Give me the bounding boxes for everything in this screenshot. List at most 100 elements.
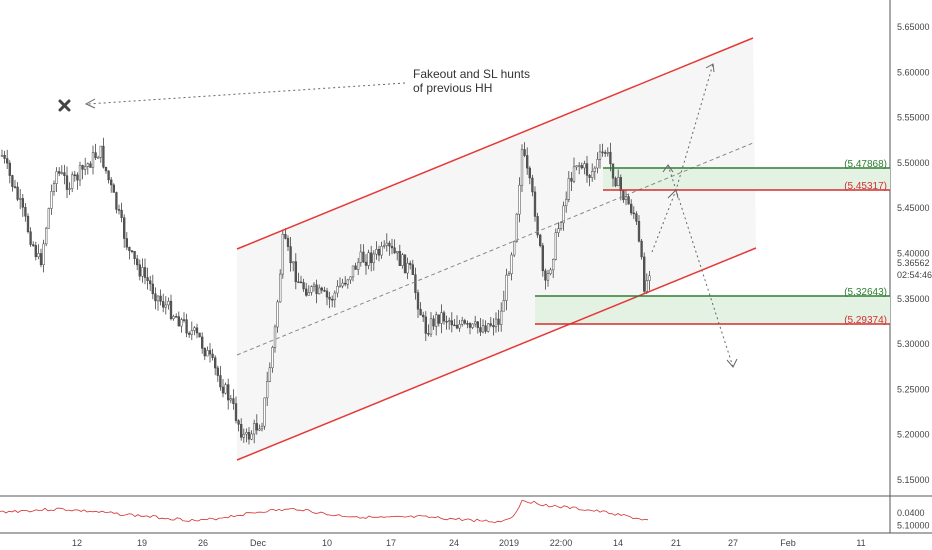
candle-body (115, 192, 118, 210)
candle-body (201, 336, 204, 349)
candle-body (645, 280, 648, 292)
candle-body (458, 324, 461, 329)
candle-body (336, 285, 339, 294)
last-price-label: 5.36562 (897, 258, 930, 268)
candle-body (24, 207, 27, 217)
candle-body (359, 251, 362, 263)
candle-body (156, 295, 160, 302)
annotation-line-1: Fakeout and SL hunts (413, 67, 530, 81)
candle-body (354, 265, 357, 270)
candle-body (364, 261, 368, 266)
channel-upper-line[interactable] (236, 37, 754, 250)
candle-body (442, 312, 446, 322)
candle-body (141, 267, 144, 277)
candle-body (593, 167, 596, 172)
candle-body (583, 163, 586, 169)
candle-body (588, 175, 591, 178)
candle-body (76, 174, 79, 181)
candle-body (130, 250, 134, 252)
candle-body (138, 264, 141, 277)
candle-body (219, 375, 222, 388)
candle-body (169, 300, 173, 320)
candle-body (276, 301, 279, 328)
candle-body (182, 319, 186, 321)
candle-body (461, 320, 464, 325)
price-tick-label: 5.60000 (897, 67, 930, 77)
candle-body (541, 245, 544, 272)
time-tick-label: 11 (856, 538, 865, 548)
candle-body (13, 186, 17, 188)
annotation-arrowhead (84, 98, 96, 109)
price-tick-label: 5.10000 (897, 520, 930, 530)
candle-body (502, 300, 505, 312)
candle-body (29, 231, 32, 245)
candle-body (479, 327, 482, 333)
price-tick-label: 5.35000 (897, 294, 930, 304)
time-tick-label: 26 (198, 538, 208, 548)
candle-body (406, 262, 409, 274)
time-tick-label: 14 (613, 538, 623, 548)
candle-body (318, 287, 321, 295)
candle-body (606, 151, 609, 154)
time-tick-label: 24 (449, 538, 459, 548)
candle-body (151, 283, 154, 295)
candle-body (539, 234, 542, 246)
candle-body (133, 251, 136, 259)
time-tick-label: 21 (671, 538, 681, 548)
candle-body (71, 174, 74, 189)
candle-body (549, 269, 552, 275)
candle-body (497, 318, 500, 325)
candle-body (255, 423, 258, 431)
candle-body (333, 292, 336, 301)
candle-body (554, 232, 557, 260)
candle-body (396, 251, 399, 254)
candle-body (544, 270, 547, 281)
price-tick-label: 5.20000 (897, 430, 930, 440)
candle-body (128, 247, 131, 251)
candle-body (63, 172, 66, 176)
candle-body (294, 261, 297, 283)
candle-body (242, 433, 245, 438)
candle-body (247, 432, 251, 440)
candle-body (536, 216, 539, 236)
candle-body (81, 165, 84, 170)
candle-body (429, 318, 433, 335)
time-tick-label: 27 (728, 538, 738, 548)
candle-body (260, 425, 264, 430)
channel-lower-line[interactable] (236, 247, 757, 461)
candle-body (383, 245, 386, 247)
candle-body (565, 199, 568, 206)
candle-body (513, 241, 516, 256)
candle-body (500, 310, 503, 325)
candle-body (37, 253, 40, 258)
candle-body (398, 251, 401, 266)
candle-body (393, 247, 396, 254)
time-tick-label: 2019 (499, 538, 519, 548)
level-label-4: (5.29374) (844, 315, 887, 326)
candle-body (453, 324, 456, 327)
candle-body (289, 246, 292, 264)
candle-body (344, 282, 347, 285)
candle-body (424, 316, 427, 334)
candle-body (149, 280, 152, 285)
candle-body (6, 158, 9, 164)
candle-body (125, 238, 128, 248)
candle-body (507, 273, 511, 276)
candle-body (578, 165, 581, 167)
price-tick-label: 5.40000 (897, 249, 930, 259)
candle-body (609, 151, 612, 165)
candle-body (533, 191, 537, 217)
candle-body (120, 209, 123, 218)
candle-body (297, 281, 300, 284)
candle-body (531, 177, 534, 193)
x-mark-icon (58, 99, 71, 112)
price-tick-label: 5.30000 (897, 339, 930, 349)
candle-body (455, 324, 459, 329)
candle-body (403, 254, 407, 274)
candle-body (185, 319, 188, 334)
candle-body (206, 350, 209, 357)
arrowhead-fork (662, 164, 674, 173)
channel-mid-line[interactable] (236, 142, 754, 356)
candle-body (97, 157, 100, 159)
